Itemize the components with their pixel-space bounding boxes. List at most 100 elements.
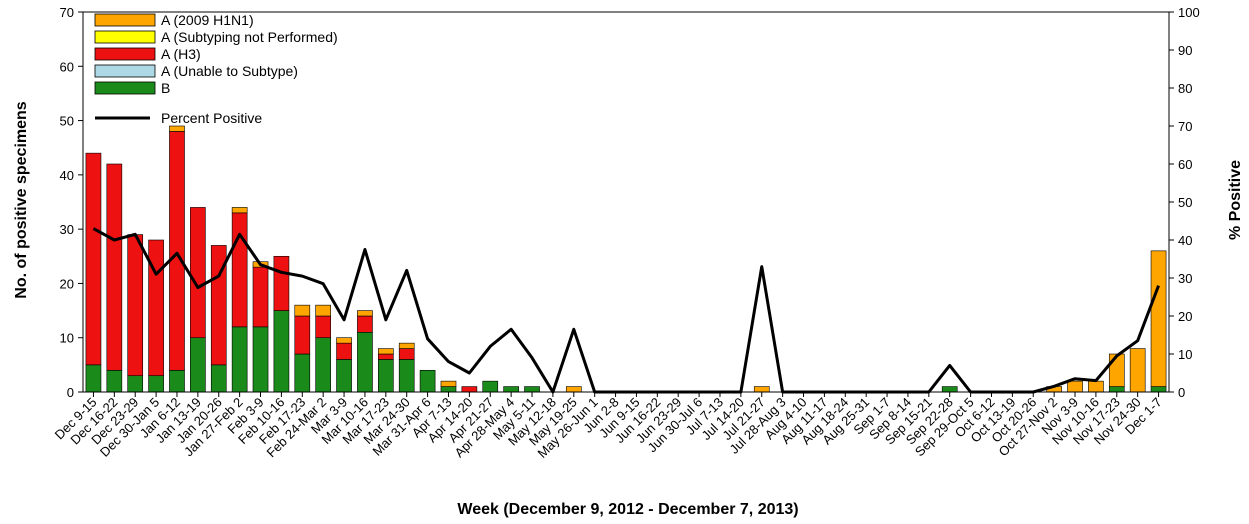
legend-label: Percent Positive: [161, 110, 262, 126]
y-tick-label: 30: [60, 222, 74, 237]
bar-a-h3: [85, 152, 102, 366]
bar-a-h3: [148, 239, 164, 377]
legend-swatch: [94, 81, 156, 95]
bar-b: [440, 386, 457, 393]
bar-a-h3: [190, 207, 206, 339]
y2-tick-label: 0: [1178, 385, 1185, 400]
bar-b: [315, 337, 331, 393]
bar-b: [357, 331, 373, 393]
y2-tick-label: 60: [1178, 157, 1192, 172]
bar-b: [231, 326, 248, 393]
bar-a-2009-h1n1: [1067, 380, 1083, 393]
bar-a-h3: [315, 315, 331, 339]
bar-b: [210, 364, 227, 393]
bar-b: [127, 375, 144, 393]
y2-axis-title: % Positive: [1227, 160, 1244, 240]
y-tick-label: 50: [60, 114, 74, 129]
bar-b: [1150, 386, 1167, 393]
bar-b: [294, 353, 311, 393]
bar-a-2009-h1n1: [357, 310, 373, 317]
y-tick-label: 10: [60, 331, 74, 346]
y2-tick-label: 20: [1178, 309, 1192, 324]
legend-item-a-2009-h1n1: A (2009 H1N1): [94, 12, 254, 28]
bar-a-h3: [294, 315, 311, 355]
bar-b: [106, 369, 123, 393]
legend-label: A (2009 H1N1): [161, 12, 254, 28]
bar-a-2009-h1n1: [753, 386, 770, 393]
right-axis: 0 10 20 30 40 50 60 70 80 90 100: [1169, 5, 1200, 400]
legend-label: A (H3): [161, 46, 201, 62]
bar-a-h3: [336, 342, 352, 360]
bar-a-2009-h1n1: [398, 342, 415, 349]
bar-a-2009-h1n1: [565, 386, 582, 393]
bar-b: [169, 369, 185, 393]
y2-tick-label: 80: [1178, 81, 1192, 96]
bar-a-2009-h1n1: [1150, 250, 1167, 387]
legend-swatch: [94, 30, 156, 44]
bar-b: [190, 337, 206, 393]
y2-tick-label: 100: [1178, 5, 1200, 20]
bar-a-h3: [106, 163, 123, 371]
bar-b: [419, 369, 436, 393]
bar-b: [336, 359, 352, 393]
bar-b: [503, 386, 519, 393]
y2-tick-label: 90: [1178, 43, 1192, 58]
legend-item-a-subtyping-not-performed: A (Subtyping not Performed): [94, 29, 338, 45]
bar-a-h3: [273, 255, 290, 311]
bar-a-2009-h1n1: [1108, 353, 1125, 387]
legend-swatch: [94, 64, 156, 78]
legend: A (2009 H1N1)A (Subtyping not Performed)…: [94, 12, 338, 126]
y2-tick-label: 30: [1178, 271, 1192, 286]
bar-a-h3: [252, 266, 269, 328]
legend-swatch: [94, 47, 156, 61]
bar-a-2009-h1n1: [1129, 348, 1146, 393]
bar-a-h3: [378, 353, 394, 360]
bar-a-2009-h1n1: [315, 304, 331, 317]
y-tick-label: 70: [60, 5, 74, 20]
bar-a-2009-h1n1: [294, 304, 311, 317]
y2-tick-label: 10: [1178, 347, 1192, 362]
bar-b: [1108, 386, 1125, 393]
bar-a-h3: [169, 131, 185, 371]
bar-a-h3: [231, 212, 248, 328]
bar-a-h3: [210, 245, 227, 366]
y2-tick-label: 50: [1178, 195, 1192, 210]
y2-tick-label: 40: [1178, 233, 1192, 248]
bar-b: [524, 386, 540, 393]
bar-b: [378, 359, 394, 393]
y2-tick-label: 70: [1178, 119, 1192, 134]
legend-label: A (Unable to Subtype): [161, 63, 298, 79]
y-tick-label: 0: [67, 385, 74, 400]
bar-b: [941, 386, 958, 393]
bar-a-h3: [461, 386, 478, 393]
y-tick-label: 20: [60, 276, 74, 291]
legend-item-a-unable-to-subtype: A (Unable to Subtype): [94, 63, 298, 79]
bar-a-2009-h1n1: [336, 337, 352, 344]
bar-a-h3: [398, 348, 415, 360]
bar-b: [252, 326, 269, 393]
y-tick-label: 60: [60, 59, 74, 74]
bar-a-h3: [357, 315, 373, 333]
bar-b: [85, 364, 102, 393]
y-tick-label: 40: [60, 168, 74, 183]
x-axis-title: Week (December 9, 2012 - December 7, 201…: [457, 501, 798, 518]
bar-a-2009-h1n1: [231, 207, 248, 214]
legend-swatch: [94, 13, 156, 27]
bar-b: [273, 310, 290, 393]
legend-label: B: [161, 80, 170, 96]
bar-a-2009-h1n1: [378, 348, 394, 355]
legend-label: A (Subtyping not Performed): [161, 29, 338, 45]
bar-a-h3: [127, 234, 144, 377]
bar-b: [482, 380, 499, 393]
left-axis: 0 10 20 30 40 50 60 70: [60, 5, 83, 400]
legend-item-percent-positive: Percent Positive: [95, 110, 262, 126]
bar-a-2009-h1n1: [440, 380, 457, 387]
bars-layer: [85, 125, 1167, 393]
bar-b: [148, 375, 164, 393]
bar-a-2009-h1n1: [1088, 380, 1104, 393]
legend-item-a-h3: A (H3): [94, 46, 201, 62]
bar-a-2009-h1n1: [169, 125, 185, 132]
bar-b: [398, 359, 415, 393]
